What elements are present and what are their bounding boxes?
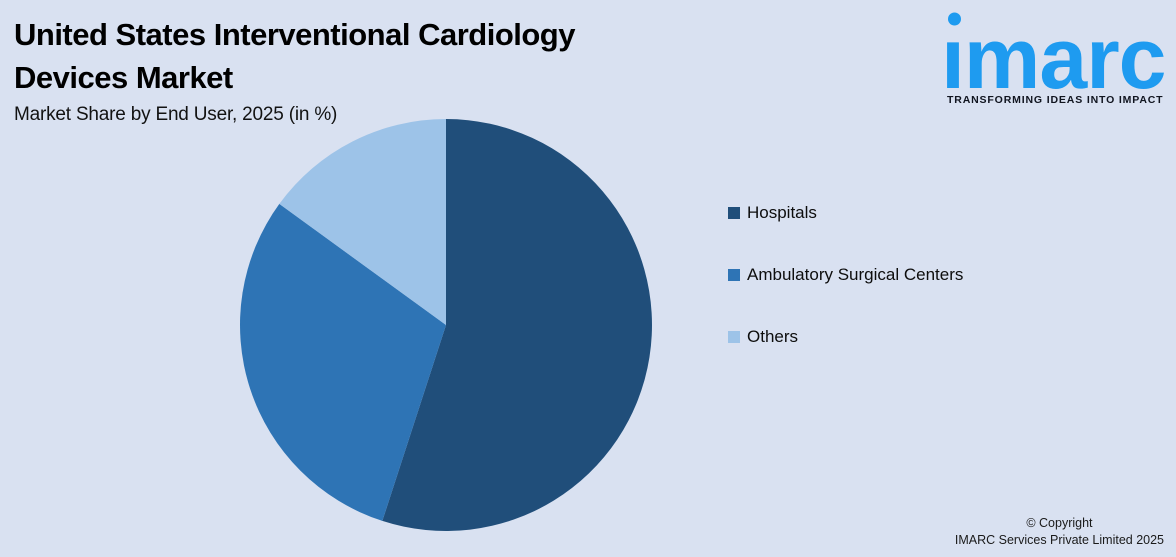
legend-swatch <box>728 269 740 281</box>
chart-subtitle: Market Share by End User, 2025 (in %) <box>14 104 338 125</box>
copyright-line-1: © Copyright <box>1026 516 1093 530</box>
logo-tagline: TRANSFORMING IDEAS INTO IMPACT <box>947 94 1163 106</box>
copyright: © Copyright IMARC Services Private Limit… <box>955 515 1164 549</box>
pie-chart <box>239 119 652 531</box>
legend-label: Ambulatory Surgical Centers <box>747 265 964 284</box>
imarc-logo: ımarc TRANSFORMING IDEAS INTO IMPACT <box>935 0 1176 112</box>
legend: Hospitals Ambulatory Surgical Centers Othe… <box>728 201 963 387</box>
legend-label: Hospitals <box>747 203 817 222</box>
logo-i-dot-icon <box>948 12 961 26</box>
legend-label: Others <box>747 327 799 346</box>
legend-item: Others <box>728 325 963 349</box>
legend-item: Ambulatory Surgical Centers <box>728 263 963 287</box>
title-line-2: Devices Market <box>14 60 233 95</box>
page-title: United States Interventional Cardiology … <box>14 13 575 99</box>
legend-item: Hospitals <box>728 201 963 225</box>
legend-swatch <box>728 331 740 343</box>
pie-slice-others <box>279 119 446 325</box>
title-line-1: United States Interventional Cardiology <box>14 17 575 52</box>
pie-slice-hospitals <box>382 119 652 531</box>
pie-slice-ambulatory-surgical-centers <box>239 203 446 521</box>
logo-wordmark: ımarc <box>941 11 1166 107</box>
legend-swatch <box>728 207 740 219</box>
copyright-line-2: IMARC Services Private Limited 2025 <box>954 533 1164 547</box>
